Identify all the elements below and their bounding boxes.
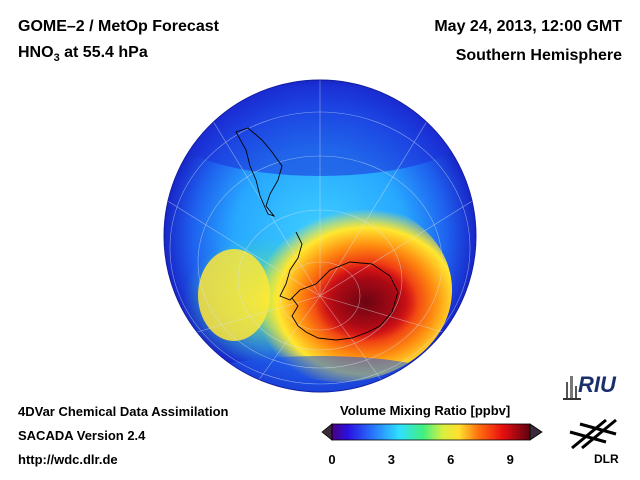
globe-outline [163, 79, 477, 393]
riu-logo-mark [563, 376, 581, 400]
colorbar-tick-3: 3 [387, 452, 395, 467]
colorbar-ramp [331, 423, 531, 441]
colorbar-tick-9: 9 [506, 452, 514, 467]
colorbar-tick-0: 0 [328, 452, 336, 467]
polar-vortex-core [314, 262, 418, 342]
species-prefix: HNO [18, 44, 54, 61]
south-america-coast [235, 127, 283, 217]
hemisphere-map [163, 79, 477, 393]
forecast-title: GOME–2 / MetOp Forecast [18, 18, 219, 35]
species-subscript: 3 [53, 52, 60, 65]
species-suffix: at 55.4 hPa [59, 44, 148, 61]
hemisphere-label: Southern Hemisphere [455, 47, 622, 64]
coastlines [235, 127, 399, 341]
colorbar-tick-6: 6 [447, 452, 455, 467]
forecast-datetime: May 24, 2013, 12:00 GMT [434, 18, 622, 35]
colorbar-max-arrow [529, 423, 543, 441]
footer-url[interactable]: http://wdc.dlr.de [18, 452, 118, 467]
footer-version: SACADA Version 2.4 [18, 428, 146, 443]
dlr-logo: DLR [594, 452, 619, 466]
riu-logo: RIU [578, 372, 616, 397]
colorbar-title: Volume Mixing Ratio [ppbv] [340, 403, 511, 418]
antarctica-coast [279, 231, 399, 341]
species-label: HNO3 at 55.4 hPa [18, 44, 148, 64]
dlr-logo-icon [569, 418, 617, 450]
footer-assimilation: 4DVar Chemical Data Assimilation [18, 404, 229, 419]
colorbar [321, 423, 543, 441]
southern-low-band [190, 356, 450, 392]
colorbar-min-arrow [321, 423, 333, 441]
